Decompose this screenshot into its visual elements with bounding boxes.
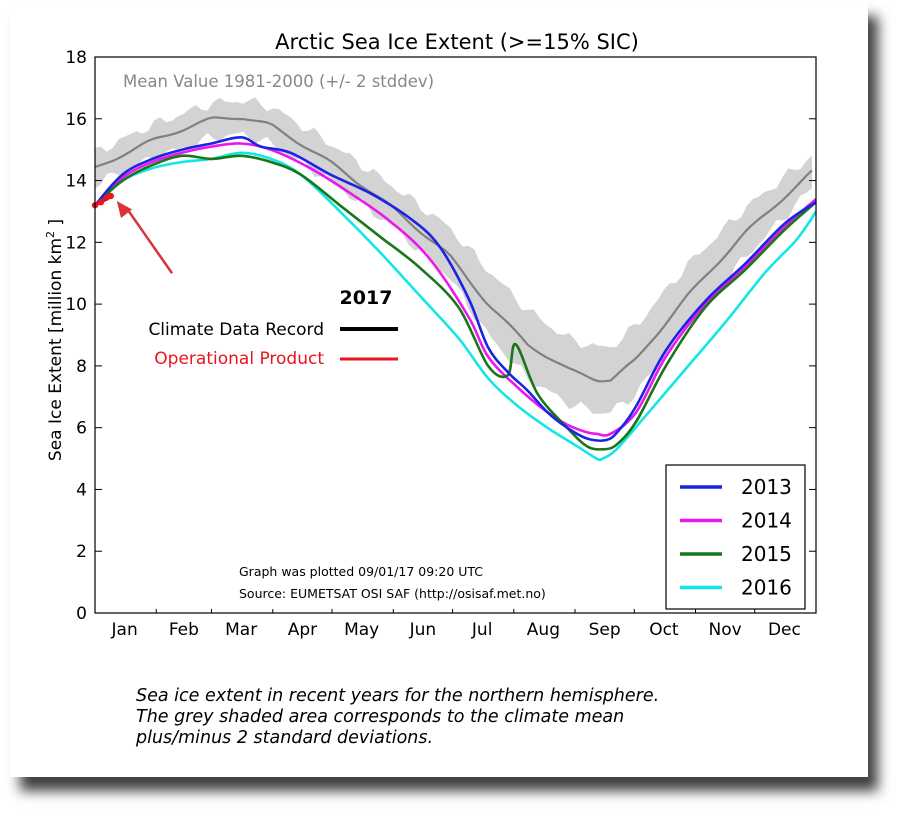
x-tick-label: Dec xyxy=(768,620,801,640)
legend-label-2016: 2016 xyxy=(741,576,792,600)
x-tick-label: Aug xyxy=(527,620,560,640)
operational-product-point xyxy=(107,192,115,200)
figure-card: Arctic Sea Ice Extent (>=15% SIC) 0 2 4 6 8 1… xyxy=(10,2,868,777)
mean-line xyxy=(94,116,813,383)
x-tick-label: Feb xyxy=(169,620,199,640)
mean-band-label: Mean Value 1981-2000 (+/- 2 stddev) xyxy=(123,72,434,91)
annotation-arrow-shaft xyxy=(124,206,174,274)
x-tick-label: Jun xyxy=(409,620,437,640)
sea-ice-chart: Arctic Sea Ice Extent (>=15% SIC) 0 2 4 6 8 1… xyxy=(44,30,818,640)
y-tick-label: 0 xyxy=(76,604,87,624)
y-tick-label: 14 xyxy=(65,172,87,192)
chart-title: Arctic Sea Ice Extent (>=15% SIC) xyxy=(275,30,639,54)
series-line-2016 xyxy=(94,151,818,462)
legend-label-2014: 2014 xyxy=(741,509,792,533)
data-source-note: Source: EUMETSAT OSI SAF (http://osisaf.… xyxy=(239,586,546,601)
y-tick-label: 18 xyxy=(65,48,87,68)
plot-frame xyxy=(94,56,817,614)
y-tick-label: 16 xyxy=(65,110,87,130)
x-tick-label: Mar xyxy=(225,620,257,640)
caption-line-1: Sea ice extent in recent years for the n… xyxy=(136,686,660,706)
x-tick-label: Jul xyxy=(471,620,493,640)
plot-area: 0 2 4 6 8 10 12 14 16 18 Jan Feb Mar Apr May Jun Jul Aug S… xyxy=(65,48,818,640)
x-tick-label: May xyxy=(344,620,379,640)
x-tick-label: Nov xyxy=(709,620,742,640)
legend-operational-product-label: Operational Product xyxy=(154,349,324,369)
legend-years: 2013 2014 2015 2016 xyxy=(665,464,806,610)
y-tick-label: 6 xyxy=(76,419,87,439)
annotation-arrow-head xyxy=(116,201,133,218)
legend-label-2013: 2013 xyxy=(741,475,792,499)
series-line-2015 xyxy=(94,154,817,451)
y-tick-label: 2 xyxy=(76,542,87,562)
operational-product-point xyxy=(97,198,105,206)
y-tick-label: 12 xyxy=(65,233,87,253)
legend-2017-heading: 2017 xyxy=(340,287,393,309)
x-tick-label: Oct xyxy=(649,620,679,640)
caption-line-2: The grey shaded area corresponds to the … xyxy=(136,707,625,727)
series-line-2013 xyxy=(94,135,817,442)
legend-years-box xyxy=(665,464,806,610)
y-tick-label: 4 xyxy=(76,480,87,500)
y-tick-label: 8 xyxy=(76,357,87,377)
series-line-2014 xyxy=(94,142,817,437)
plot-timestamp-note: Graph was plotted 09/01/17 09:20 UTC xyxy=(239,564,483,579)
legend-label-2015: 2015 xyxy=(741,542,792,566)
legend-climate-data-record-label: Climate Data Record xyxy=(148,320,324,340)
mean-stddev-band xyxy=(95,97,812,414)
y-tick-label: 10 xyxy=(65,295,87,315)
y-axis-label: Sea Ice Extent [million km2 ] xyxy=(44,219,66,461)
x-tick-label: Sep xyxy=(589,620,621,640)
x-tick-label: Apr xyxy=(288,620,317,640)
caption-line-3: plus/minus 2 standard deviations. xyxy=(136,728,434,748)
figure-caption: Sea ice extent in recent years for the n… xyxy=(136,686,736,749)
x-tick-label: Jan xyxy=(111,620,138,640)
